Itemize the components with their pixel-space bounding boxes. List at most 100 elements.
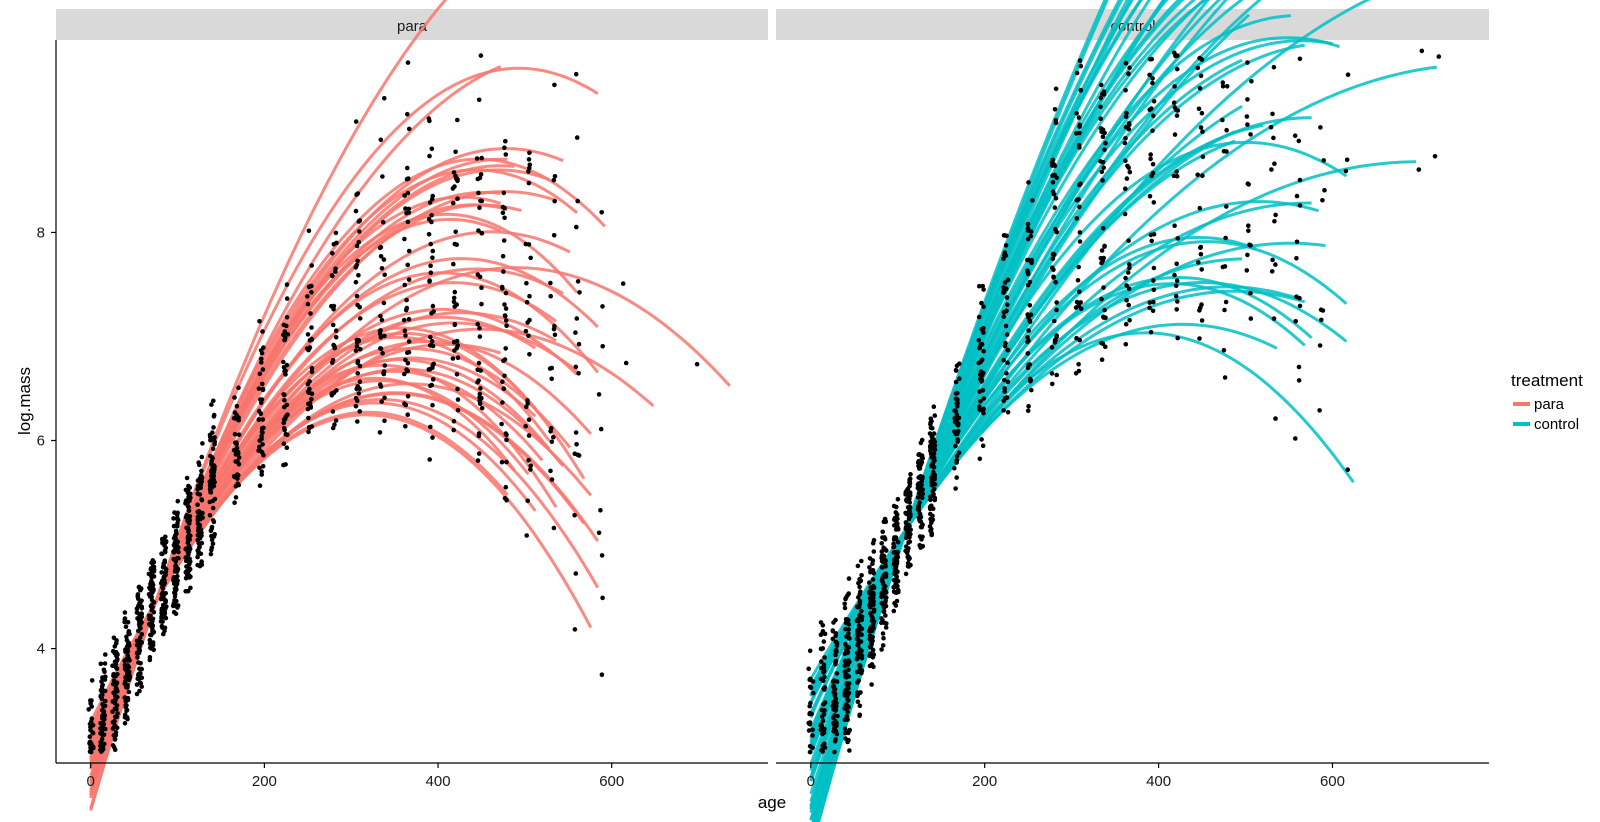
data-point	[283, 368, 288, 374]
data-point	[1272, 219, 1277, 224]
data-point	[380, 351, 385, 356]
data-point	[159, 570, 164, 575]
data-point	[953, 443, 958, 449]
data-point	[110, 663, 115, 668]
data-point	[551, 233, 557, 238]
data-point	[211, 436, 217, 442]
data-point	[883, 564, 888, 569]
data-point	[257, 444, 262, 450]
data-point	[232, 410, 238, 415]
data-point	[1248, 132, 1253, 137]
data-point	[1271, 316, 1277, 321]
data-point	[929, 503, 934, 509]
data-point	[881, 636, 886, 641]
data-point	[500, 400, 505, 405]
data-point	[503, 138, 508, 144]
data-point	[919, 482, 924, 488]
data-point	[855, 654, 860, 660]
legend-title: treatment	[1511, 371, 1583, 390]
data-point	[931, 455, 937, 460]
data-point	[1220, 80, 1226, 85]
data-point	[125, 663, 131, 668]
data-point	[500, 204, 506, 210]
data-point	[1002, 396, 1008, 401]
data-point	[476, 360, 482, 366]
data-point	[284, 296, 290, 301]
data-point	[895, 525, 900, 530]
data-point	[1026, 328, 1031, 333]
data-point	[212, 442, 217, 447]
x-axis-ticks: 0 200 400 600 0 200 400 600	[87, 763, 1345, 790]
data-point	[1078, 63, 1084, 69]
data-point	[355, 371, 361, 376]
data-point	[1271, 135, 1276, 141]
data-point	[810, 745, 815, 751]
data-point	[928, 494, 933, 499]
data-point	[1078, 88, 1084, 93]
data-point	[832, 713, 837, 718]
data-point	[833, 631, 839, 636]
data-point	[1102, 147, 1107, 152]
data-point	[1098, 126, 1104, 131]
growth-curve	[89, 168, 550, 783]
data-point	[476, 378, 481, 383]
data-point	[115, 672, 120, 677]
data-point	[358, 346, 363, 352]
data-point	[454, 345, 460, 351]
data-point	[1126, 165, 1131, 170]
data-point	[1098, 116, 1103, 121]
data-point	[139, 611, 144, 616]
data-point	[207, 513, 213, 518]
data-point	[1345, 467, 1350, 473]
data-point	[162, 597, 168, 603]
data-point	[1245, 252, 1250, 258]
data-point	[869, 618, 875, 623]
data-point	[211, 470, 217, 475]
data-point	[891, 544, 897, 549]
data-point	[147, 613, 153, 619]
data-point	[930, 425, 935, 431]
data-point	[952, 416, 957, 421]
data-point	[454, 372, 460, 377]
data-point	[455, 386, 460, 392]
data-point	[102, 675, 108, 681]
data-point	[124, 656, 129, 662]
data-point	[574, 135, 580, 140]
data-point	[843, 674, 848, 680]
y-tick-label: 8	[37, 224, 45, 241]
data-point	[429, 146, 435, 152]
data-point	[114, 658, 120, 663]
data-point	[574, 224, 579, 230]
data-point	[402, 371, 407, 377]
data-point	[212, 496, 218, 502]
data-point	[503, 484, 509, 490]
data-point	[575, 198, 580, 204]
data-point	[884, 548, 889, 553]
data-point	[309, 289, 314, 295]
data-point	[353, 265, 359, 270]
data-point	[1053, 120, 1059, 126]
data-point	[87, 734, 93, 739]
data-point	[377, 430, 383, 435]
data-point	[378, 313, 383, 319]
data-point	[111, 672, 116, 677]
data-point	[855, 628, 860, 633]
data-point	[405, 350, 410, 356]
data-point	[260, 329, 265, 334]
data-point	[1004, 370, 1009, 376]
data-point	[880, 529, 885, 535]
data-point	[879, 601, 885, 606]
data-point	[160, 613, 165, 619]
data-point	[1174, 66, 1180, 72]
data-point	[1005, 277, 1011, 283]
data-point	[1292, 133, 1298, 138]
data-point	[1198, 245, 1203, 250]
data-point	[932, 444, 937, 449]
legend: treatment para control	[1511, 371, 1583, 433]
data-point	[122, 681, 127, 686]
data-point	[111, 681, 116, 687]
data-point	[1149, 56, 1154, 62]
data-point	[821, 639, 827, 644]
data-point	[139, 606, 145, 611]
